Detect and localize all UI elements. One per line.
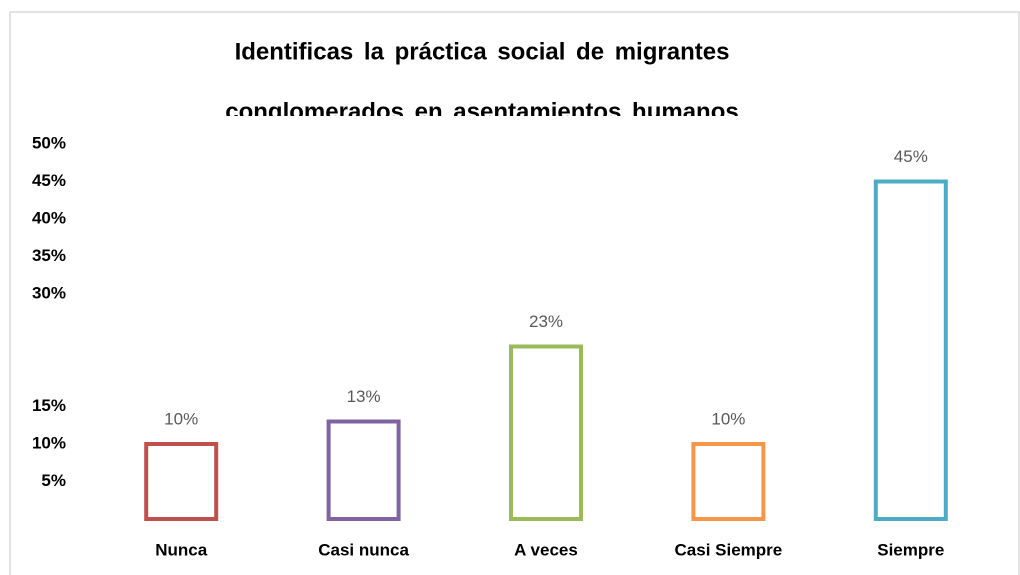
x-tick-label: Casi nunca bbox=[318, 540, 409, 559]
y-tick-label: 30% bbox=[32, 283, 66, 302]
y-tick-label: 5% bbox=[41, 471, 66, 490]
bar bbox=[691, 442, 766, 521]
chart-frame bbox=[9, 11, 1020, 575]
y-tick-label: 15% bbox=[32, 396, 66, 415]
y-tick-label: 10% bbox=[32, 433, 66, 452]
x-tick-label: Siempre bbox=[877, 540, 944, 559]
chart-title: Identificas la práctica social de migran… bbox=[235, 38, 730, 65]
chart-title: conglomerados en asentamientos humanos bbox=[225, 98, 738, 125]
bar bbox=[144, 442, 219, 521]
y-tick-label: 50% bbox=[32, 133, 66, 152]
bar bbox=[326, 419, 401, 521]
data-label: 13% bbox=[347, 387, 381, 406]
bar bbox=[873, 179, 948, 521]
y-tick-label: 40% bbox=[32, 208, 66, 227]
x-tick-label: Nunca bbox=[155, 540, 208, 559]
data-label: 23% bbox=[529, 312, 563, 331]
data-label: 45% bbox=[894, 147, 928, 166]
data-label: 10% bbox=[164, 409, 198, 428]
y-tick-label: 35% bbox=[32, 246, 66, 265]
x-tick-label: A veces bbox=[514, 540, 578, 559]
bar bbox=[509, 344, 583, 521]
y-tick-label: 45% bbox=[32, 171, 66, 190]
data-label: 10% bbox=[711, 409, 745, 428]
x-tick-label: Casi Siempre bbox=[675, 540, 783, 559]
